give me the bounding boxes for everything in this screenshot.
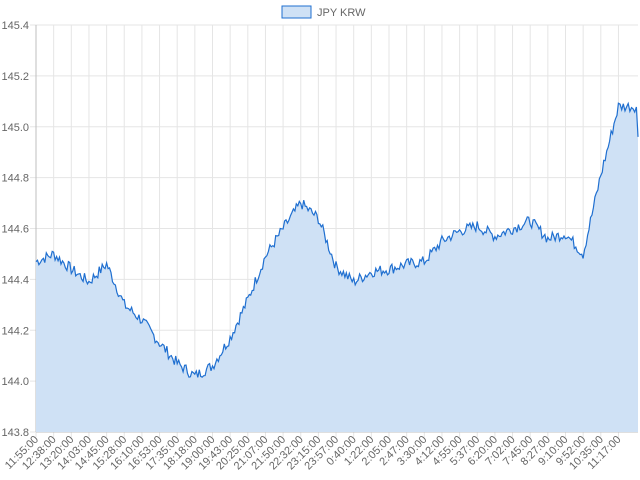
legend-label-jpy-krw[interactable]: JPY KRW	[317, 7, 366, 19]
y-tick-label: 144.6	[1, 224, 29, 236]
y-axis-ticks: 145.4 145.2 145.0 144.8 144.6 144.4 144.2 144.0…	[1, 20, 29, 439]
legend-swatch[interactable]	[281, 5, 312, 19]
y-tick-label: 145.2	[1, 71, 29, 83]
y-tick-label: 143.8	[1, 427, 29, 439]
series-layer	[35, 101, 639, 432]
y-tick-label: 144.0	[1, 376, 29, 388]
y-tick-label: 145.0	[1, 122, 29, 134]
y-tick-label: 144.8	[1, 173, 29, 185]
series-line-jpy-krw	[35, 101, 639, 378]
y-tick-label: 144.4	[1, 274, 29, 286]
y-tick-label: 144.2	[1, 325, 29, 337]
y-tick-label: 145.4	[1, 20, 29, 32]
legend[interactable]: JPY KRW	[281, 5, 366, 19]
x-axis-ticks: 11:55:0012:38:0013:20:0014:03:0014:45:00…	[3, 434, 624, 473]
